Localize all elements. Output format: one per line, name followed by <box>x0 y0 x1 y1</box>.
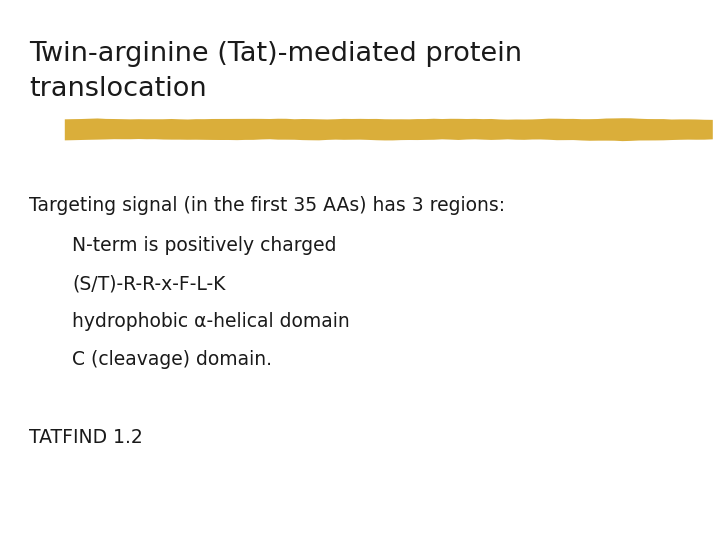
Text: C (cleavage) domain.: C (cleavage) domain. <box>72 349 272 369</box>
Text: hydrophobic α-helical domain: hydrophobic α-helical domain <box>72 312 350 331</box>
Text: Twin-arginine (Tat)-mediated protein: Twin-arginine (Tat)-mediated protein <box>29 41 522 67</box>
Text: (S/T)-R-R-x-F-L-K: (S/T)-R-R-x-F-L-K <box>72 274 225 293</box>
Text: translocation: translocation <box>29 76 207 102</box>
Polygon shape <box>65 118 713 141</box>
Text: TATFIND 1.2: TATFIND 1.2 <box>29 428 143 447</box>
Text: Targeting signal (in the first 35 AAs) has 3 regions:: Targeting signal (in the first 35 AAs) h… <box>29 195 505 215</box>
Text: N-term is positively charged: N-term is positively charged <box>72 236 336 255</box>
